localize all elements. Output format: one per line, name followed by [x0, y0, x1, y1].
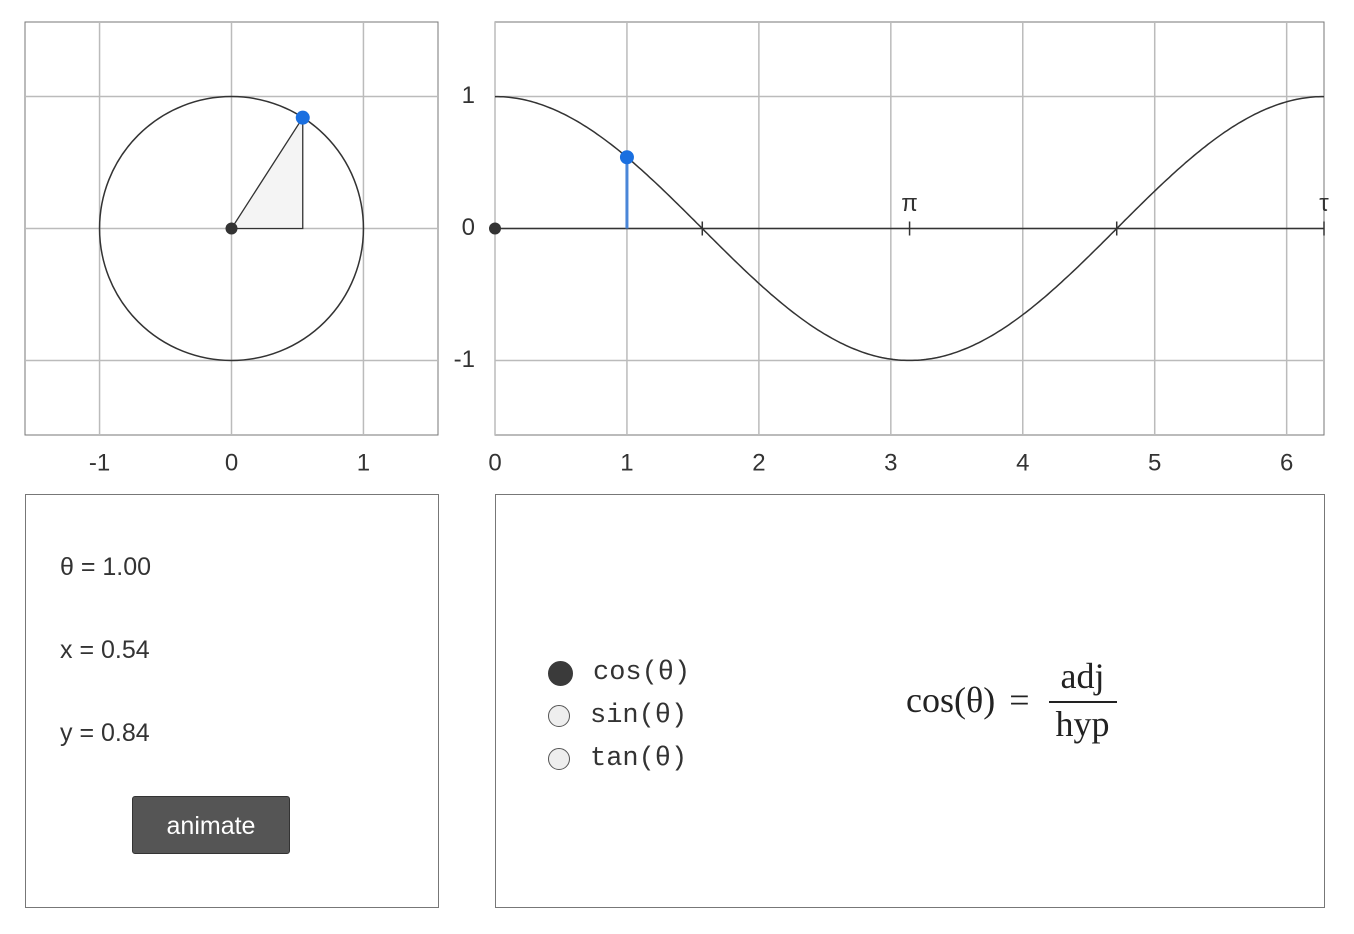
axis-mark-label: τ	[1319, 190, 1329, 217]
x-tick-label: 1	[357, 449, 370, 476]
y-readout: y = 0.84	[60, 719, 150, 747]
formula-relation: =	[1009, 680, 1030, 720]
animate-button[interactable]: animate	[132, 796, 290, 854]
x-tick-label: 6	[1280, 449, 1293, 476]
origin-dot	[225, 222, 238, 235]
radio-button[interactable]	[548, 705, 570, 727]
function-panel: cos(θ) = adj hyp cos(θ) sin(θ) tan(θ)	[495, 494, 1325, 908]
x-tick-label: 0	[225, 449, 238, 476]
radio-label[interactable]: cos(θ)	[593, 658, 691, 688]
numerator: adj	[1048, 655, 1117, 703]
x-tick-label: 2	[752, 449, 765, 476]
plots: -1 0 1 0 1 2 3 4 5 6 -1 0 1 π τ	[24, 21, 1329, 476]
radio-label[interactable]: tan(θ)	[590, 744, 688, 774]
unit-circle	[98, 95, 365, 362]
axis-mark-label: π	[901, 190, 918, 217]
y-tick-label: 1	[462, 82, 475, 109]
radio-option[interactable]: cos(θ)	[548, 653, 690, 693]
y-tick-label: -1	[454, 346, 475, 373]
x-tick-label: 0	[488, 449, 501, 476]
radio-button[interactable]	[548, 748, 570, 770]
x-tick-label: 1	[620, 449, 633, 476]
x-tick-label: 3	[884, 449, 897, 476]
readout-panel: θ = 1.00 x = 0.54 y = 0.84 animate	[25, 494, 439, 908]
triangle	[230, 115, 304, 230]
radio-button[interactable]	[548, 660, 573, 686]
x-readout: x = 0.54	[60, 636, 150, 664]
x-tick-label: -1	[89, 449, 110, 476]
y-tick-label: 0	[462, 214, 475, 241]
theta-readout: θ = 1.00	[60, 553, 152, 581]
radio-option[interactable]: sin(θ)	[548, 696, 687, 736]
radio-option[interactable]: tan(θ)	[548, 739, 687, 779]
x-tick-label: 5	[1148, 449, 1161, 476]
radio-label[interactable]: sin(θ)	[590, 701, 688, 731]
x-tick-label: 4	[1016, 449, 1029, 476]
formula-lhs: cos(θ)	[906, 680, 996, 720]
axis-origin-dot	[489, 222, 501, 235]
wave-point	[619, 150, 634, 165]
cos-curve	[495, 95, 1324, 362]
formula: cos(θ) = adj hyp	[906, 655, 1122, 745]
fraction: adj hyp	[1044, 655, 1122, 745]
circle-point	[295, 110, 310, 125]
denominator: hyp	[1055, 704, 1110, 744]
